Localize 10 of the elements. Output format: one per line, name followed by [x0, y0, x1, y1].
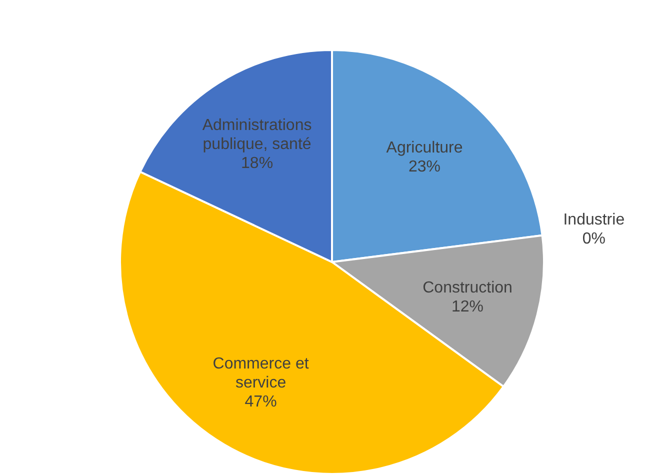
slice-label: Administrations publique, santé — [202, 116, 312, 153]
slice-label: Commerce et service — [212, 355, 310, 392]
data-label: 12% — [452, 298, 484, 316]
data-label: 23% — [408, 158, 441, 176]
data-label: 18% — [241, 154, 274, 172]
category-label: Industrie — [563, 211, 625, 228]
text: 0% — [582, 230, 606, 248]
slice-label: Agriculture — [386, 140, 463, 157]
data-label: 47% — [244, 393, 277, 410]
slice-label: Construction — [422, 279, 512, 296]
